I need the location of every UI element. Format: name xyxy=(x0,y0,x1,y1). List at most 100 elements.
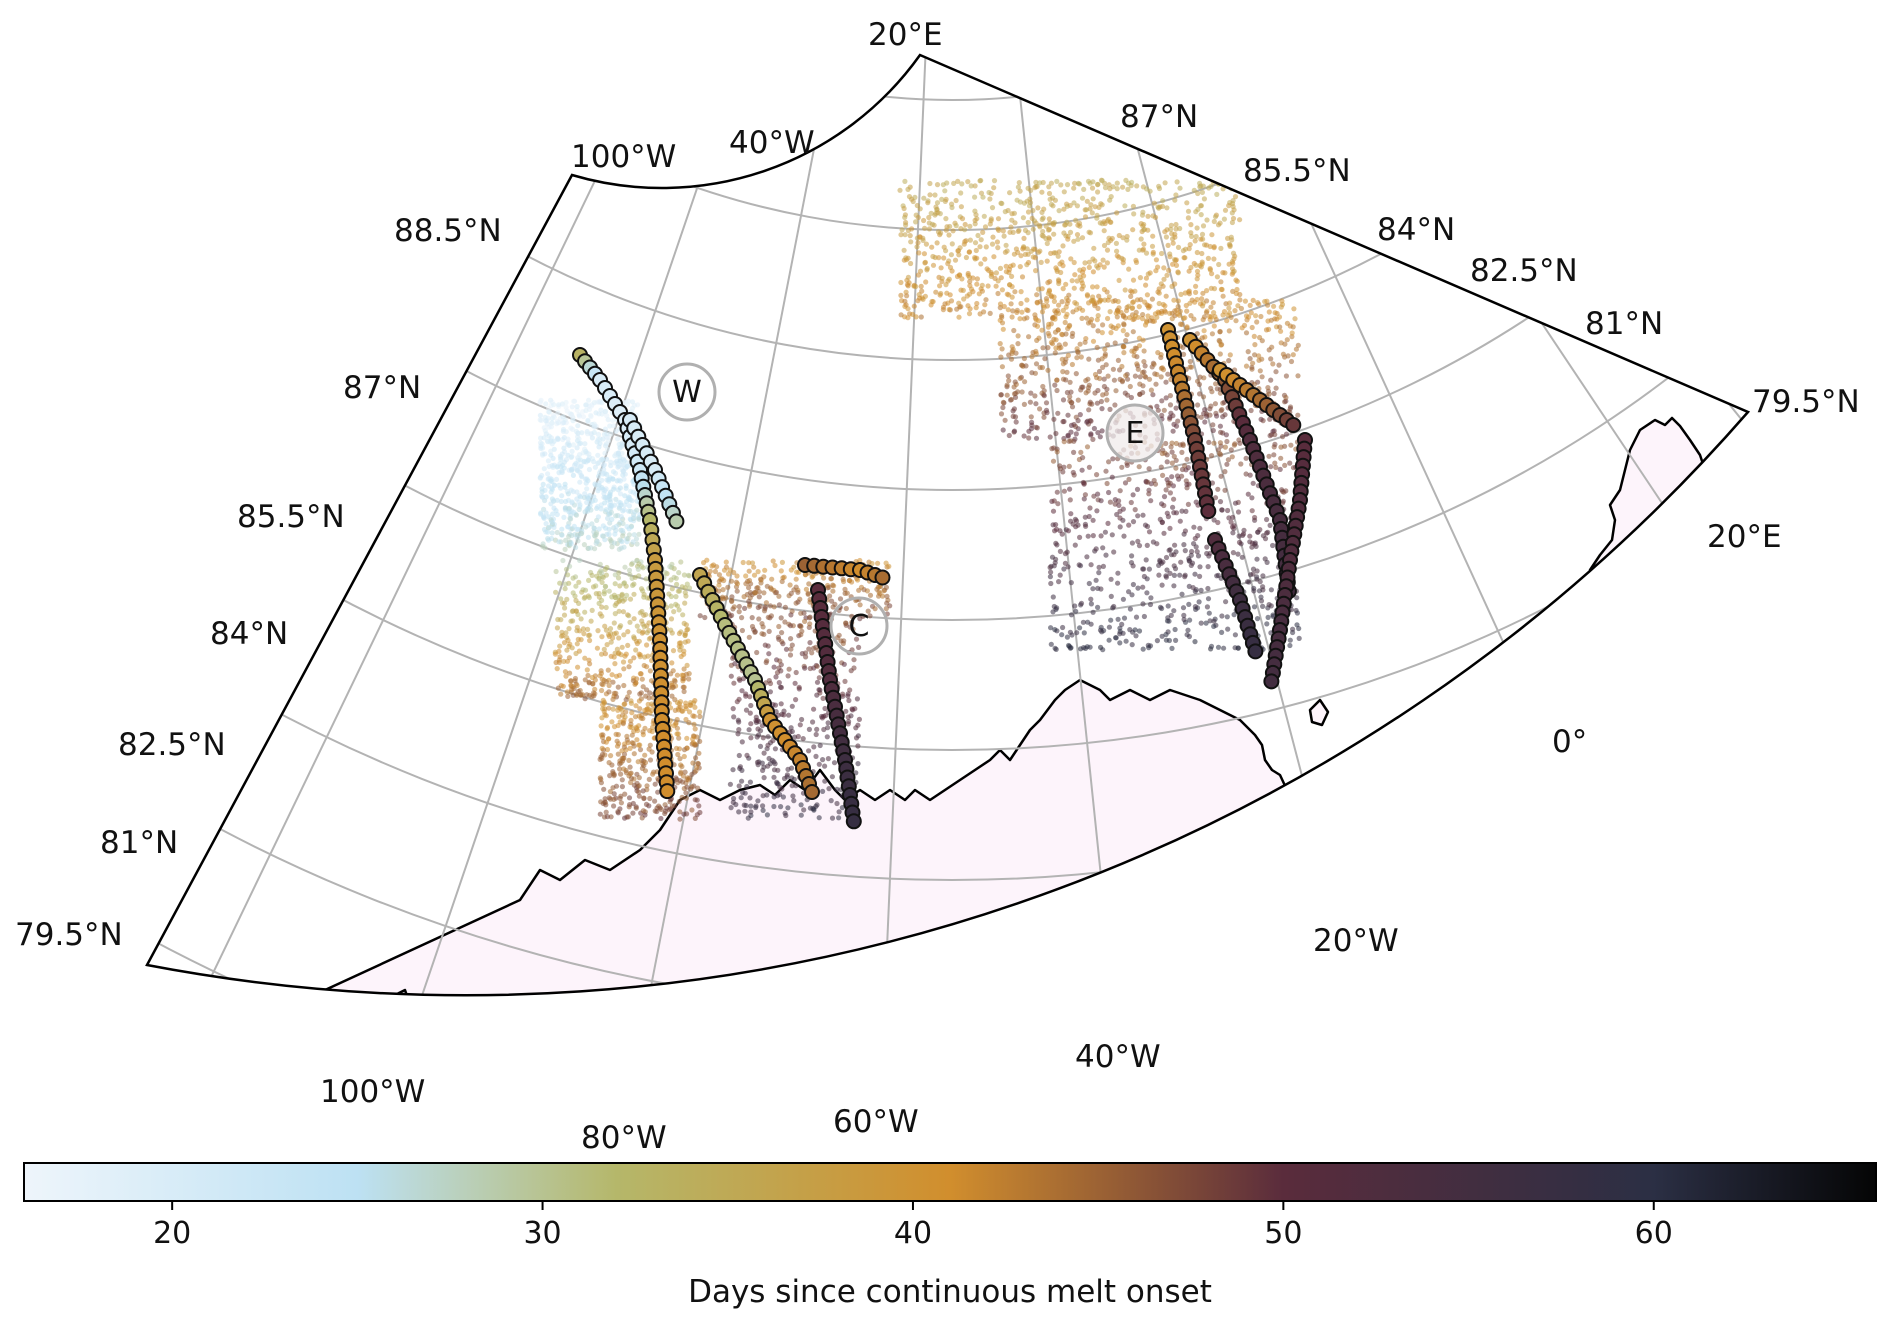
scatter-point xyxy=(1055,308,1061,314)
scatter-point xyxy=(1225,507,1231,514)
scatter-point xyxy=(1052,382,1058,388)
scatter-point xyxy=(1164,205,1170,211)
scatter-point xyxy=(830,582,836,588)
scatter-point xyxy=(1252,514,1258,521)
scatter-point xyxy=(1242,298,1248,304)
scatter-point xyxy=(938,290,944,297)
scatter-point xyxy=(1037,224,1043,230)
scatter-point xyxy=(1008,224,1014,230)
scatter-point xyxy=(613,630,619,636)
scatter-point xyxy=(966,249,972,255)
scatter-point xyxy=(630,800,636,807)
scatter-point xyxy=(1059,531,1065,537)
scatter-point xyxy=(1131,211,1137,217)
scatter-point xyxy=(1210,300,1216,306)
scatter-point xyxy=(1178,559,1184,565)
scatter-point xyxy=(855,743,861,749)
lon-label-100w-bottom: 100°W xyxy=(320,1074,425,1110)
scatter-point xyxy=(576,600,582,607)
scatter-point xyxy=(1017,375,1023,381)
scatter-point xyxy=(788,590,794,597)
scatter-point xyxy=(795,589,801,595)
scatter-point xyxy=(1102,185,1109,191)
scatter-point xyxy=(674,725,681,731)
scatter-point xyxy=(820,695,826,702)
scatter-point xyxy=(765,643,771,649)
scatter-point xyxy=(1210,427,1216,434)
scatter-point xyxy=(1278,444,1284,450)
scatter-point xyxy=(600,533,606,539)
scatter-point xyxy=(1106,182,1112,188)
colorbar-tick-label: 20 xyxy=(153,1216,191,1251)
scatter-point xyxy=(618,514,624,520)
scatter-point xyxy=(816,815,822,821)
scatter-point xyxy=(1060,369,1066,375)
scatter-point xyxy=(583,459,589,465)
scatter-point xyxy=(550,455,556,461)
scatter-point xyxy=(600,706,606,712)
scatter-point xyxy=(603,507,609,513)
scatter-point xyxy=(573,512,580,518)
scatter-point xyxy=(604,413,610,419)
track-point xyxy=(1263,673,1280,690)
scatter-point xyxy=(1067,379,1073,385)
scatter-point xyxy=(1075,180,1081,186)
scatter-point xyxy=(582,696,588,702)
scatter-point xyxy=(1054,542,1060,548)
scatter-point xyxy=(1177,321,1184,327)
scatter-point xyxy=(793,697,799,703)
scatter-point xyxy=(559,629,565,635)
scatter-point xyxy=(615,450,622,456)
scatter-point xyxy=(918,314,924,320)
scatter-point xyxy=(606,689,612,695)
scatter-point xyxy=(1296,625,1302,632)
scatter-point xyxy=(980,194,986,200)
scatter-point xyxy=(739,778,745,784)
scatter-point xyxy=(1151,318,1157,324)
scatter-point xyxy=(1039,309,1046,315)
scatter-point xyxy=(1011,384,1017,390)
scatter-point xyxy=(1129,348,1135,354)
scatter-point xyxy=(837,596,844,602)
scatter-point xyxy=(1193,262,1199,268)
scatter-point xyxy=(1057,261,1063,267)
scatter-point xyxy=(959,216,966,222)
scatter-point xyxy=(1145,479,1151,485)
scatter-point xyxy=(617,537,623,543)
scatter-point xyxy=(602,487,608,494)
scatter-point xyxy=(872,606,878,612)
scatter-point xyxy=(555,685,562,691)
scatter-point xyxy=(1230,215,1237,222)
track-point xyxy=(668,513,685,530)
scatter-point xyxy=(765,742,771,748)
scatter-point xyxy=(802,618,808,625)
scatter-point xyxy=(1141,613,1147,620)
scatter-point xyxy=(770,558,776,564)
scatter-point xyxy=(1099,221,1105,227)
scatter-point xyxy=(981,213,987,219)
scatter-point xyxy=(678,769,684,775)
scatter-point xyxy=(1008,301,1014,307)
scatter-point xyxy=(1232,308,1238,314)
scatter-point xyxy=(1080,619,1086,625)
scatter-point xyxy=(693,768,699,774)
scatter-point xyxy=(836,815,842,821)
scatter-point xyxy=(898,232,904,238)
scatter-point xyxy=(974,281,980,287)
scatter-point xyxy=(1146,491,1152,497)
scatter-point xyxy=(675,731,681,737)
scatter-point xyxy=(776,680,782,686)
scatter-point xyxy=(670,668,676,674)
scatter-point xyxy=(639,676,645,682)
meridian-line xyxy=(624,55,953,996)
scatter-point xyxy=(627,764,633,770)
lat-label-87-right: 87°N xyxy=(1120,99,1198,135)
scatter-point xyxy=(1063,356,1069,362)
scatter-point xyxy=(1098,398,1104,405)
scatter-point xyxy=(1086,259,1092,265)
scatter-point xyxy=(1218,473,1224,479)
scatter-point xyxy=(1125,186,1131,192)
scatter-point xyxy=(537,400,544,406)
scatter-point xyxy=(834,800,840,807)
scatter-point xyxy=(1090,586,1096,592)
